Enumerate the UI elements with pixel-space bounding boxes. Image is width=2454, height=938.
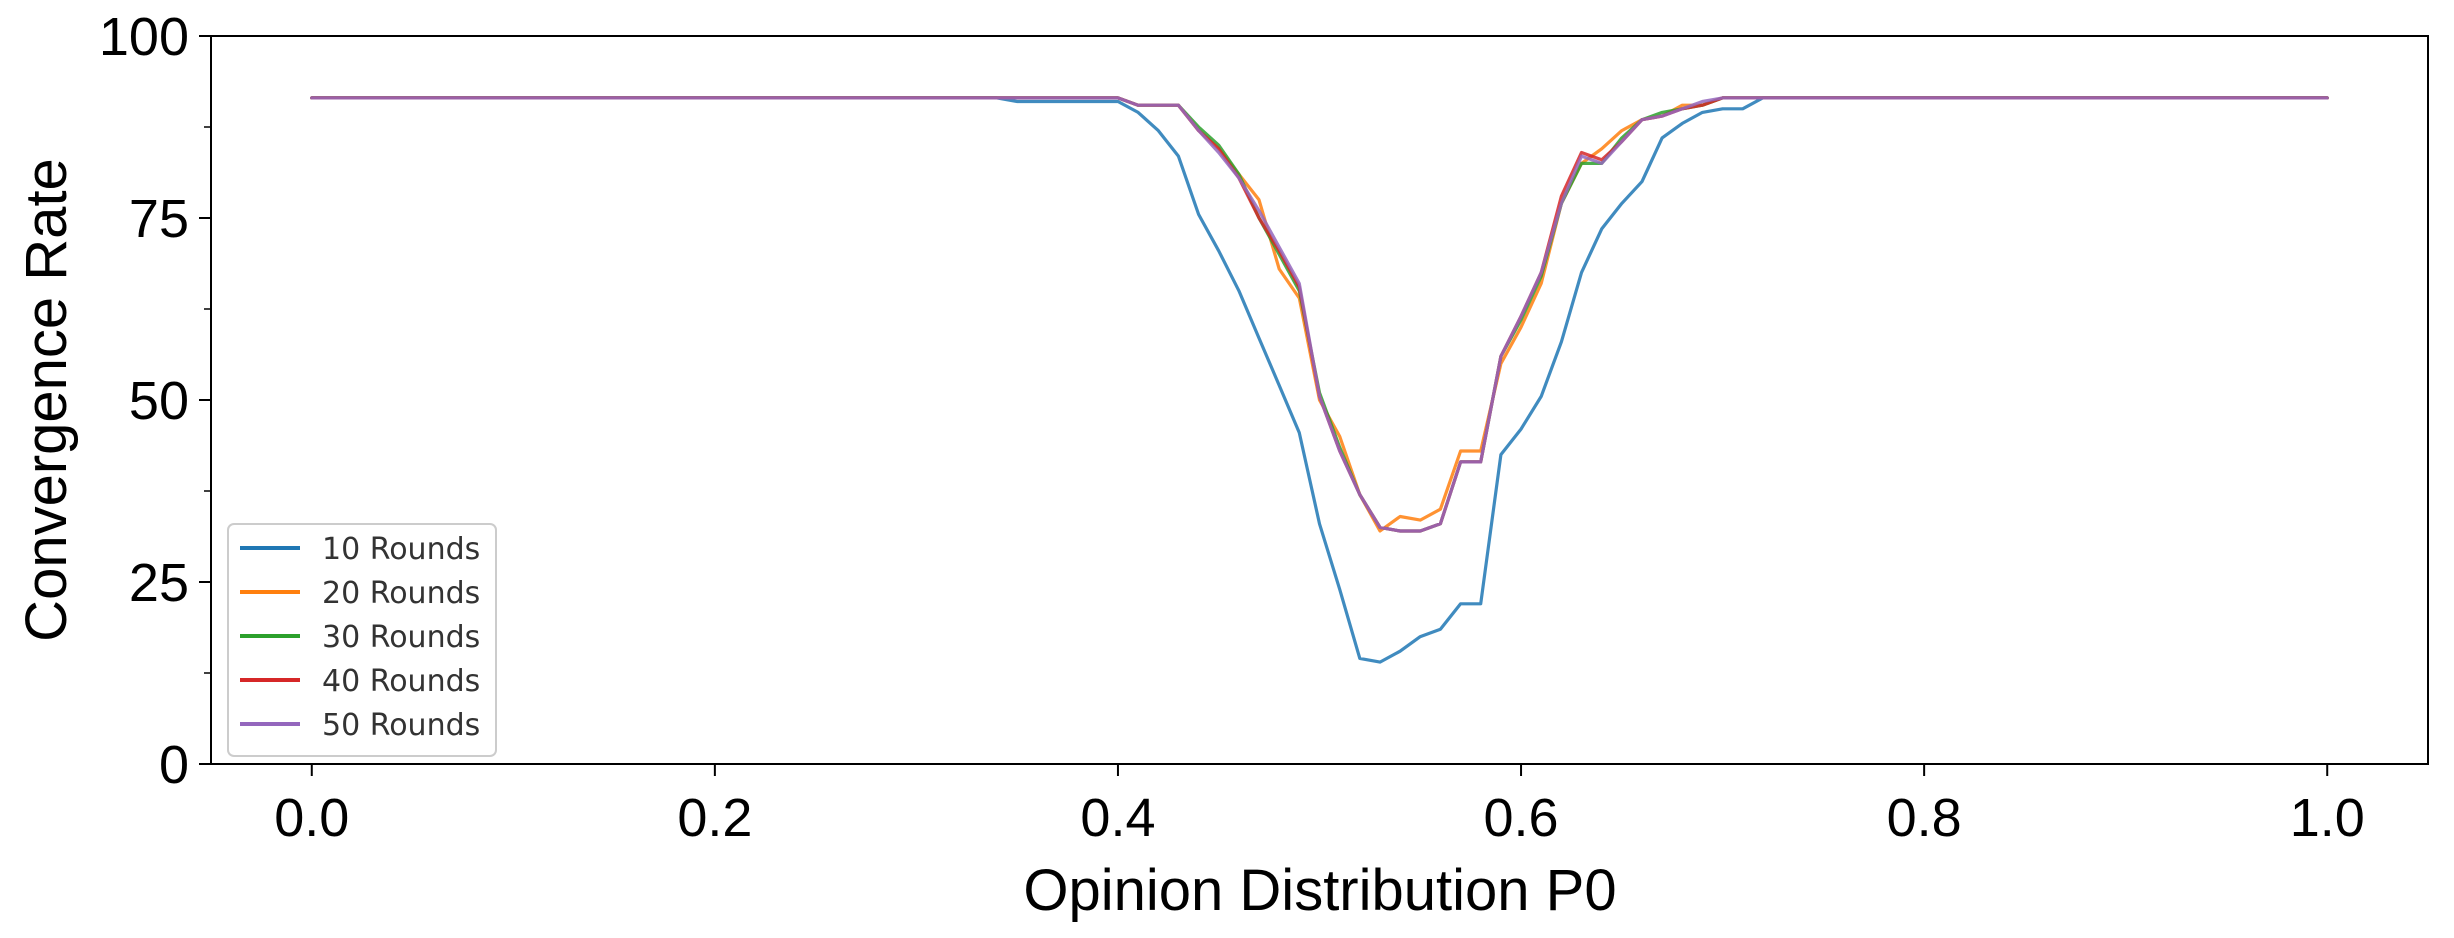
legend-label: 40 Rounds [322,664,480,699]
y-axis-title: Convergence Rate [14,158,79,642]
y-minor-ticks [204,126,211,674]
series-line-40-rounds [310,96,2329,533]
legend-label: 20 Rounds [322,576,480,611]
legend-label: 30 Rounds [322,620,480,655]
y-tick-label: 0 [159,735,189,795]
legend: 10 Rounds 20 Rounds 30 Rounds 40 Rounds 50 R… [227,523,497,757]
y-tick-label: 100 [99,7,189,67]
x-axis-title: Opinion Distribution P0 [1023,858,1616,923]
series-layer [310,96,2329,664]
x-axis: 0.0 0.2 0.4 0.6 0.8 1.0 [274,764,2365,848]
y-tick-label: 50 [129,371,189,431]
y-tick-label: 25 [129,553,189,613]
x-tick-label: 0.6 [1484,788,1559,848]
x-tick-label: 0.0 [274,788,349,848]
series-line-10-rounds [310,96,2329,664]
series-line-30-rounds [310,96,2329,533]
y-tick-label: 75 [129,189,189,249]
legend-label: 10 Rounds [322,532,480,567]
x-tick-label: 0.4 [1080,788,1155,848]
series-line-50-rounds [310,96,2329,533]
x-tick-label: 0.2 [677,788,752,848]
legend-box [227,523,497,757]
series-line-20-rounds [310,96,2329,533]
x-tick-label: 0.8 [1887,788,1962,848]
legend-label: 50 Rounds [322,708,480,743]
x-tick-label: 1.0 [2290,788,2365,848]
y-axis: 0 25 50 75 100 [99,7,211,795]
